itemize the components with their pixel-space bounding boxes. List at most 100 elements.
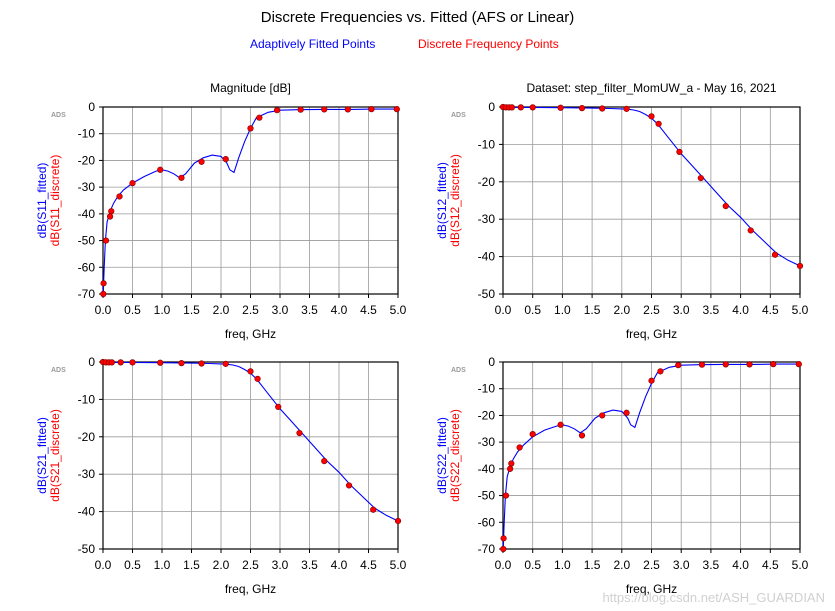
data-point-discrete [529, 104, 536, 111]
data-point-discrete [697, 174, 704, 182]
data-point-discrete [655, 120, 662, 127]
y-tick-label: -40 [78, 505, 96, 519]
y-tick-label: -10 [78, 392, 96, 406]
chart-title: Discrete Frequencies vs. Fitted (AFS or … [260, 9, 575, 26]
data-point-discrete [557, 421, 564, 428]
y-tick-label: -70 [478, 542, 496, 556]
x-axis-label: freq, GHz [626, 582, 677, 596]
data-point-discrete [698, 361, 706, 368]
data-point-discrete [648, 113, 655, 120]
x-tick-label: 3.5 [703, 303, 720, 317]
data-point-discrete [770, 361, 777, 368]
y-tick-label: -70 [78, 287, 96, 301]
x-tick-label: 1.5 [584, 558, 601, 572]
x-tick-label: 3.5 [301, 303, 318, 317]
y-tick-label: -40 [78, 207, 96, 221]
x-tick-label: 3.5 [301, 558, 318, 572]
data-point-discrete [157, 359, 164, 366]
data-point-discrete [178, 360, 185, 367]
panel-title: Magnitude [dB] [210, 81, 291, 95]
y-tick-label: -10 [478, 137, 496, 151]
x-tick-label: 4.5 [360, 303, 377, 317]
x-tick-label: 1.0 [554, 303, 571, 317]
data-point-discrete [578, 432, 586, 439]
data-point-discrete [529, 431, 536, 438]
y-tick-label: -10 [78, 127, 96, 141]
x-tick-label: 5.0 [390, 303, 407, 317]
data-point-discrete [517, 104, 524, 111]
panel-title: Dataset: step_filter_MomUW_a - May 16, 2… [526, 81, 776, 95]
x-tick-label: 4.5 [360, 558, 377, 572]
data-point-discrete [508, 460, 515, 467]
x-tick-label: 1.5 [584, 303, 601, 317]
x-tick-label: 4.5 [762, 558, 779, 572]
y-tick-label: -20 [478, 408, 496, 422]
y-axis-label-discrete: dB(S21_discrete) [48, 409, 62, 502]
x-tick-label: 2.5 [643, 558, 660, 572]
data-point-discrete [345, 482, 353, 489]
plot-1: 0.0 0.5 1.0 1.5 2.0 2.5 3.0 3.5 4.0 4.5 5.0 0 -10 -20… [35, 81, 407, 341]
data-point-discrete [599, 412, 606, 419]
data-point-discrete [771, 251, 779, 258]
x-tick-label: 5.0 [390, 558, 407, 572]
y-tick-label: -40 [478, 250, 496, 264]
y-tick-label: 0 [488, 355, 495, 369]
watermark: https://blog.csdn.net/ASH_GUARDIAN [602, 590, 825, 605]
x-tick-label: 0.0 [495, 303, 512, 317]
y-tick-label: -50 [478, 287, 496, 301]
data-point-discrete [247, 368, 254, 375]
data-point-discrete [796, 262, 804, 270]
plot-3: 0.0 0.5 1.0 1.5 2.0 2.5 3.0 3.5 4.0 4.5 5.0 0 -10 -20… [35, 355, 407, 596]
y-axis-label-discrete: dB(S11_discrete) [48, 155, 62, 247]
x-tick-label: 4.5 [762, 303, 779, 317]
data-point-discrete [675, 362, 682, 369]
y-axis-label-fitted: dB(S11_fitted) [35, 163, 49, 239]
data-point-discrete [321, 458, 328, 465]
series-line-fitted [502, 106, 801, 267]
x-tick-label: 3.5 [703, 558, 720, 572]
data-point-discrete [129, 359, 136, 366]
data-point-discrete [393, 106, 400, 113]
data-point-discrete [623, 409, 630, 416]
ads-tag: ADS [51, 112, 66, 119]
x-tick-label: 1.0 [154, 303, 171, 317]
data-point-discrete [500, 535, 507, 542]
data-point-discrete [747, 227, 754, 234]
ads-tag: ADS [451, 367, 466, 374]
y-tick-label: 0 [88, 355, 95, 369]
plot-4: 0.0 0.5 1.0 1.5 2.0 2.5 3.0 3.5 4.0 4.5 5.0 0 -10 -20… [435, 355, 809, 596]
x-tick-label: 1.0 [154, 558, 171, 572]
data-point-discrete [557, 104, 564, 111]
data-point-discrete [722, 203, 729, 210]
data-point-discrete [507, 465, 514, 472]
data-point-discrete [108, 208, 115, 215]
y-tick-label: -30 [478, 435, 496, 449]
x-tick-label: 0.5 [524, 303, 541, 317]
x-tick-label: 0.0 [495, 558, 512, 572]
x-tick-label: 3.0 [673, 558, 690, 572]
data-point-discrete [297, 106, 304, 113]
x-tick-label: 2.0 [613, 303, 630, 317]
x-tick-label: 4.0 [331, 558, 348, 572]
data-point-discrete [508, 104, 516, 111]
y-tick-label: -30 [478, 212, 496, 226]
legend-discrete-label: Discrete Frequency Points [418, 37, 559, 51]
y-tick-label: -50 [478, 489, 496, 503]
x-axis-label: freq, GHz [225, 327, 276, 341]
y-axis-label-discrete: dB(S22_discrete) [448, 409, 462, 502]
data-point-discrete [722, 361, 729, 368]
y-tick-label: -50 [78, 542, 96, 556]
x-tick-label: 0.5 [124, 303, 141, 317]
x-axis-label: freq, GHz [225, 582, 276, 596]
x-tick-label: 3.0 [673, 303, 690, 317]
y-tick-label: -30 [78, 467, 96, 481]
x-tick-label: 2.5 [242, 558, 259, 572]
data-point-discrete [157, 166, 164, 173]
data-point-discrete [746, 361, 753, 368]
y-tick-label: -30 [78, 180, 96, 194]
data-point-discrete [106, 213, 114, 220]
y-axis-label-discrete: dB(S12_discrete) [448, 154, 462, 247]
x-tick-label: 4.0 [732, 558, 749, 572]
data-point-discrete [676, 148, 683, 155]
